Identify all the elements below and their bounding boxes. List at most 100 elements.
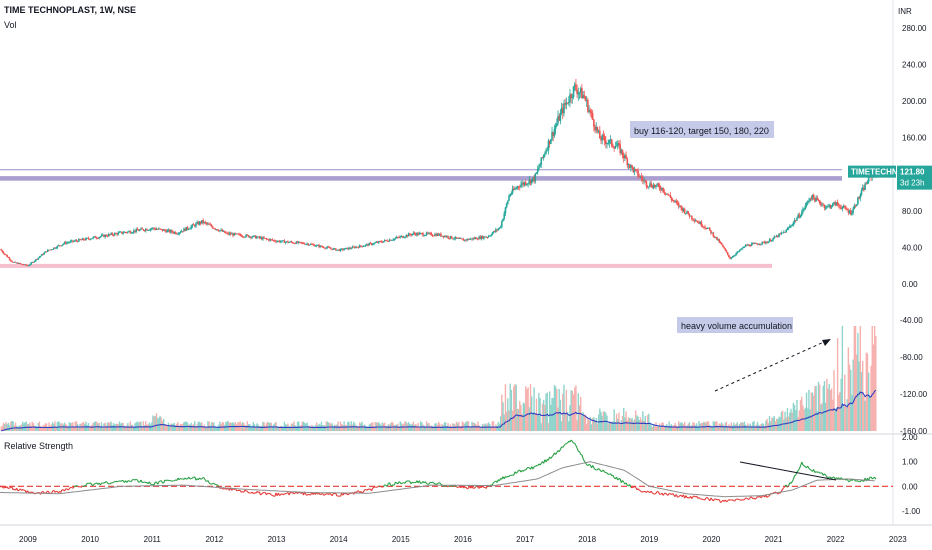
rs-segment	[516, 470, 520, 473]
volume-bar	[866, 353, 869, 431]
candle-body	[553, 129, 556, 136]
volume-bar	[514, 384, 516, 431]
volume-bar	[711, 426, 713, 431]
volume-bar	[676, 426, 679, 431]
candle-body	[576, 89, 578, 95]
candle-body	[301, 242, 304, 244]
volume-bar	[196, 424, 198, 431]
rs-segment	[374, 486, 377, 488]
rs-segment	[148, 481, 152, 485]
candle-body	[9, 259, 12, 261]
candle-body	[756, 243, 759, 245]
candle-body	[105, 234, 108, 237]
candle-body	[323, 247, 325, 248]
candle-body	[472, 238, 474, 240]
candle-body	[853, 205, 856, 209]
volume-bar	[759, 425, 761, 431]
volume-bar	[663, 426, 666, 431]
candle-body	[489, 235, 491, 237]
rs-segment	[285, 492, 288, 495]
rs-segment	[448, 485, 451, 487]
candle-body	[80, 239, 83, 241]
rs-segment	[245, 490, 248, 492]
rs-segment	[306, 493, 309, 496]
candle-body	[232, 233, 234, 236]
rs-segment	[272, 494, 274, 497]
candle-body	[830, 206, 833, 208]
candle-body	[363, 245, 366, 247]
candle-body	[435, 234, 437, 236]
rs-segment	[625, 482, 628, 486]
volume-legend-label: Vol	[4, 20, 17, 30]
candle-body	[279, 241, 282, 243]
volume-bar	[685, 425, 687, 431]
candle-body	[111, 233, 114, 235]
volume-bar	[154, 416, 157, 431]
candle-body	[262, 237, 264, 240]
volume-bar	[350, 421, 352, 431]
volume-bar	[124, 426, 127, 431]
candle-body	[291, 242, 294, 244]
volume-bar	[686, 425, 688, 431]
candle-body	[395, 237, 398, 239]
candle-body	[516, 186, 519, 189]
symbol-title: TIME TECHNOPLAST, 1W, NSE	[4, 5, 136, 15]
rs-segment	[669, 493, 672, 496]
volume-bar	[804, 407, 807, 431]
candle-body	[283, 240, 286, 243]
candle-body	[712, 232, 715, 237]
volume-bar	[802, 405, 804, 431]
candle-body	[729, 257, 731, 259]
volume-bar	[373, 426, 375, 431]
candle-body	[741, 248, 743, 250]
rs-segment	[818, 471, 821, 474]
candle-body	[794, 220, 797, 222]
volume-bar	[615, 413, 618, 431]
rs-segment	[324, 493, 327, 496]
candle-body	[321, 246, 324, 248]
candle-body	[333, 248, 336, 250]
volume-bar	[0, 426, 2, 431]
candle-body	[178, 232, 181, 234]
rs-segment	[364, 488, 366, 491]
candle-body	[425, 232, 428, 235]
price-tick-label: 280.00	[902, 24, 927, 33]
volume-bar	[129, 421, 131, 431]
candle-body	[72, 240, 74, 242]
volume-bar	[520, 404, 522, 431]
candle-body	[460, 238, 463, 240]
volume-bar	[296, 421, 299, 431]
rs-segment	[720, 501, 723, 504]
rs-segment	[586, 464, 589, 467]
volume-bar	[332, 426, 335, 431]
volume-bar	[348, 421, 350, 431]
volume-bar	[161, 421, 164, 431]
candle-body	[413, 232, 416, 234]
rs-segment	[728, 499, 731, 501]
rs-segment	[410, 481, 413, 485]
candle-body	[532, 177, 534, 180]
candle-body	[326, 246, 329, 248]
volume-bar	[85, 421, 87, 431]
candle-body	[750, 243, 753, 246]
candle-body	[581, 88, 583, 99]
rs-segment	[60, 489, 63, 493]
candle-body	[550, 139, 552, 144]
candle-body	[605, 140, 607, 144]
candle-body	[313, 244, 316, 247]
candle-body	[773, 236, 776, 239]
volume-bar	[65, 424, 67, 431]
rs-segment	[260, 493, 263, 496]
volume-bar	[178, 426, 180, 431]
volume-bar	[307, 425, 309, 431]
volume-bar	[180, 424, 183, 431]
rs-segment	[158, 480, 161, 483]
candle-body	[601, 135, 604, 141]
volume-bar	[302, 421, 305, 431]
volume-bar	[620, 420, 623, 431]
volume-bar	[670, 424, 673, 431]
candle-body	[683, 208, 686, 214]
volume-bar	[511, 410, 514, 431]
candle-body	[214, 228, 216, 230]
